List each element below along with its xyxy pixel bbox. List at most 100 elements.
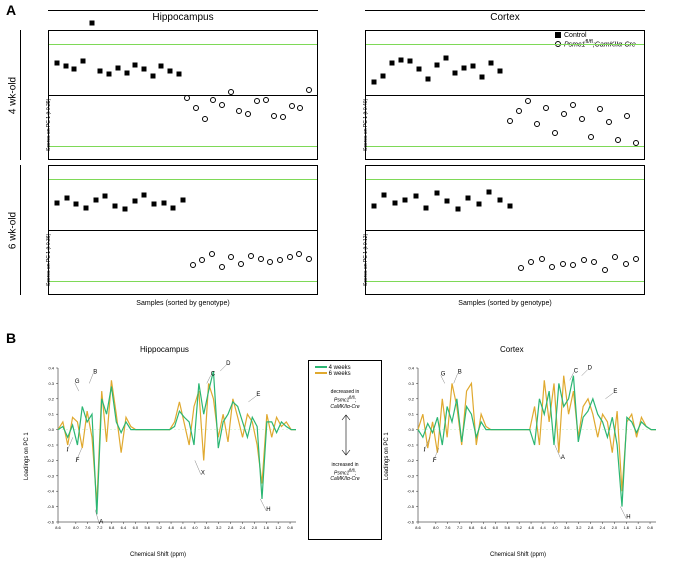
row-label-4wk: 4 wk-old (8, 61, 19, 131)
xlabel-left: Samples (sorted by genotype) (48, 300, 318, 307)
svg-text:-0.5: -0.5 (47, 504, 55, 509)
ylabel-ctx-loadings: Loadings on PC 1 (384, 432, 390, 480)
scatter-hippocampus-4wk: Scores on PC 1 (t 0.29) (48, 30, 318, 160)
svg-text:-0.6: -0.6 (47, 520, 55, 525)
svg-text:4.0: 4.0 (192, 525, 198, 530)
center-arrow-icon (309, 410, 383, 460)
ylabel-hipp-loadings: Loadings on PC 1 (24, 432, 30, 480)
data-point-control (390, 61, 395, 66)
svg-text:5.2: 5.2 (156, 525, 162, 530)
data-point-mutant (245, 111, 251, 117)
data-point-mutant (606, 119, 612, 125)
svg-text:8.6: 8.6 (55, 525, 61, 530)
svg-text:A: A (561, 455, 565, 461)
svg-text:1.6: 1.6 (263, 525, 269, 530)
svg-text:0.0: 0.0 (408, 427, 414, 432)
data-point-control (435, 62, 440, 67)
svg-text:-0.4: -0.4 (407, 489, 415, 494)
data-point-control (403, 197, 408, 202)
svg-text:-0.1: -0.1 (47, 443, 55, 448)
data-point-mutant (238, 261, 244, 267)
svg-text:3.6: 3.6 (204, 525, 210, 530)
data-point-control (466, 196, 471, 201)
data-point-control (434, 191, 439, 196)
data-point-control (55, 61, 60, 66)
data-point-control (171, 205, 176, 210)
data-point-control (399, 57, 404, 62)
svg-text:A: A (99, 520, 103, 526)
data-point-control (497, 197, 502, 202)
xlabel-hipp-loadings: Chemical Shift (ppm) (130, 552, 186, 558)
data-point-control (64, 196, 69, 201)
svg-text:0.0: 0.0 (48, 427, 54, 432)
row-line-6wk (20, 165, 21, 295)
data-point-mutant (623, 261, 629, 267)
svg-text:2.4: 2.4 (600, 525, 606, 530)
svg-text:G: G (441, 371, 446, 377)
data-point-mutant (296, 251, 302, 257)
data-point-control (453, 70, 458, 75)
data-point-mutant (560, 261, 566, 267)
svg-text:2.8: 2.8 (588, 525, 594, 530)
data-point-mutant (219, 264, 225, 270)
data-point-mutant (570, 102, 576, 108)
data-point-control (107, 72, 112, 77)
data-point-mutant (602, 267, 608, 273)
data-point-control (89, 21, 94, 26)
svg-text:-0.2: -0.2 (407, 458, 415, 463)
data-point-mutant (228, 89, 234, 95)
data-point-control (424, 205, 429, 210)
scatter-cortex-4wk: Scores on PC 1 (t 0.40) (365, 30, 645, 160)
svg-text:6.8: 6.8 (469, 525, 475, 530)
svg-text:4.4: 4.4 (540, 525, 546, 530)
svg-text:H: H (266, 507, 270, 513)
svg-text:G: G (75, 379, 80, 385)
data-point-mutant (287, 254, 293, 260)
svg-text:-0.6: -0.6 (407, 520, 415, 525)
data-point-control (382, 192, 387, 197)
center-decreased: decreased in Psmc1fl/fl; CaMKIIα-Cre (309, 389, 381, 410)
data-point-control (113, 204, 118, 209)
svg-text:0.3: 0.3 (408, 381, 414, 386)
svg-text:H: H (626, 515, 630, 521)
svg-text:8.6: 8.6 (415, 525, 421, 530)
data-point-control (150, 73, 155, 78)
data-point-mutant (289, 103, 295, 109)
svg-text:2.4: 2.4 (240, 525, 246, 530)
data-point-mutant (258, 256, 264, 262)
svg-text:8.0: 8.0 (73, 525, 79, 530)
svg-text:3.2: 3.2 (216, 525, 222, 530)
data-point-control (93, 197, 98, 202)
svg-text:5.6: 5.6 (504, 525, 510, 530)
chart-title-hippocampus: Hippocampus (140, 345, 189, 354)
data-point-control (84, 205, 89, 210)
svg-text:-0.3: -0.3 (407, 473, 415, 478)
data-point-mutant (588, 134, 594, 140)
data-point-mutant (528, 259, 534, 265)
svg-text:6.0: 6.0 (493, 525, 499, 530)
data-point-mutant (254, 98, 260, 104)
data-point-mutant (525, 98, 531, 104)
data-point-control (445, 199, 450, 204)
center-bot-sup: fl/fl (349, 468, 354, 473)
data-point-mutant (277, 257, 283, 263)
data-point-control (81, 59, 86, 64)
data-point-control (181, 197, 186, 202)
data-point-control (372, 204, 377, 209)
data-point-control (132, 199, 137, 204)
data-point-mutant (184, 95, 190, 101)
svg-text:E: E (256, 392, 260, 398)
svg-text:1.6: 1.6 (623, 525, 629, 530)
data-point-mutant (579, 116, 585, 122)
data-point-mutant (202, 116, 208, 122)
svg-text:5.2: 5.2 (516, 525, 522, 530)
data-point-mutant (267, 259, 273, 265)
svg-text:0.8: 0.8 (287, 525, 293, 530)
xlabel-right: Samples (sorted by genotype) (365, 300, 645, 307)
svg-text:4.0: 4.0 (552, 525, 558, 530)
center-legend-box: 4 weeks 6 weeks decreased in Psmc1fl/fl;… (308, 360, 382, 540)
data-point-mutant (633, 256, 639, 262)
loadings-chart-cortex: -0.6-0.5-0.4-0.3-0.2-0.10.00.10.20.30.48… (390, 360, 660, 550)
data-point-mutant (534, 121, 540, 127)
col-header-cortex: Cortex (365, 12, 645, 23)
